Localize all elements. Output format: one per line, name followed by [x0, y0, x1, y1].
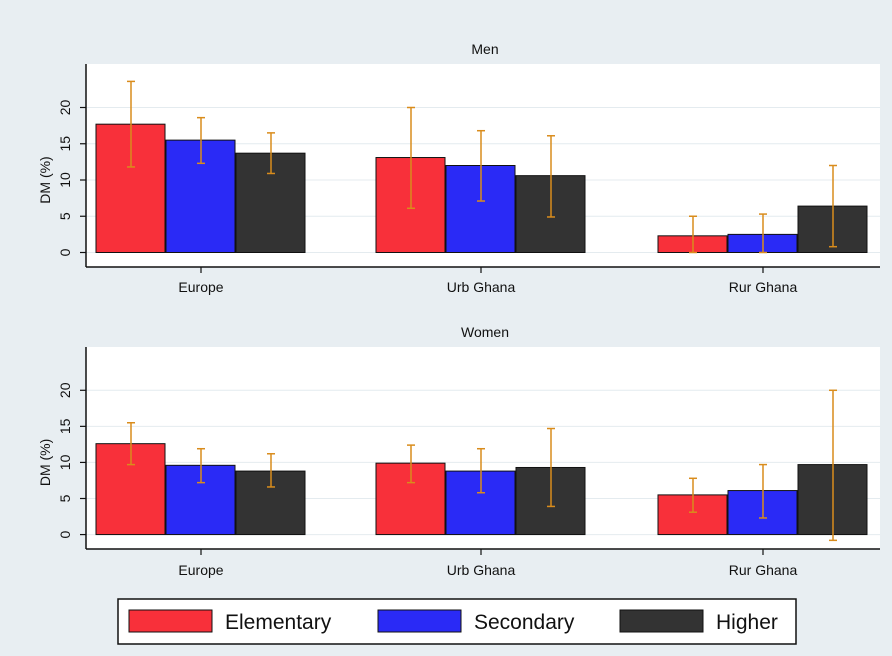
panel-title: Women — [461, 324, 509, 340]
y-tick-label: 0 — [57, 248, 73, 256]
legend-swatch — [377, 609, 462, 633]
x-tick-label: Europe — [178, 279, 223, 295]
panel-men: Men 0 5 10 15 20 DM (%) Europe Urb Ghana Rur Ghan… — [37, 41, 880, 295]
legend: Elementary Secondary Higher — [117, 598, 797, 645]
x-tick-label: Urb Ghana — [447, 279, 516, 295]
legend-swatch — [619, 609, 704, 633]
legend-label: Secondary — [474, 611, 575, 634]
legend-swatch — [128, 609, 213, 633]
y-tick-label: 5 — [57, 212, 73, 220]
x-tick-label: Urb Ghana — [447, 562, 516, 578]
panel-women: Women 0 5 10 15 20 DM (%) Europe Urb Ghana Rur Gh… — [37, 324, 880, 578]
y-tick-label: 10 — [57, 172, 73, 188]
y-tick-label: 0 — [57, 530, 73, 538]
y-axis-label: DM (%) — [37, 156, 53, 203]
y-tick-label: 20 — [57, 382, 73, 398]
x-tick-label: Rur Ghana — [729, 562, 798, 578]
y-tick-label: 20 — [57, 100, 73, 116]
x-tick-label: Europe — [178, 562, 223, 578]
y-axis-label: DM (%) — [37, 439, 53, 486]
panel-title: Men — [471, 41, 498, 57]
legend-label: Elementary — [225, 611, 332, 634]
legend-label: Higher — [716, 611, 778, 634]
x-tick-label: Rur Ghana — [729, 279, 798, 295]
y-tick-label: 5 — [57, 494, 73, 502]
y-tick-label: 15 — [57, 418, 73, 434]
y-tick-label: 10 — [57, 454, 73, 470]
y-tick-label: 15 — [57, 136, 73, 152]
